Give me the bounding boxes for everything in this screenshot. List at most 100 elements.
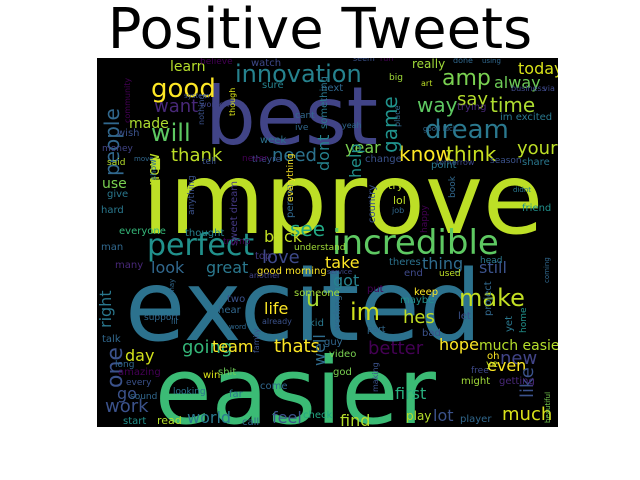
cloud-word-understand: understand	[294, 243, 346, 253]
cloud-word-excited: excited	[125, 250, 482, 364]
cloud-word-sweet-dream: sweet dream	[229, 181, 240, 246]
cloud-word-ive: ive	[295, 123, 309, 133]
cloud-word-new: new	[500, 348, 537, 369]
cloud-word-back: back	[264, 227, 303, 246]
cloud-word-trump: trump	[223, 237, 251, 247]
cloud-word-believe: believe	[200, 58, 233, 67]
cloud-word-next: next	[321, 83, 343, 94]
cloud-word-hes: hes	[403, 307, 435, 328]
cloud-word-dream: dream	[425, 115, 509, 145]
cloud-word-day: day	[125, 346, 154, 365]
cloud-word-word: word	[229, 323, 246, 331]
cloud-word-win: win	[203, 370, 220, 381]
cloud-word-like: like	[517, 367, 538, 398]
cloud-word-game: game	[378, 96, 402, 153]
cloud-word-guy: guy	[324, 337, 343, 348]
cloud-word-change: change	[365, 154, 402, 165]
cloud-word-u: u	[306, 287, 320, 312]
cloud-word-system: system	[184, 92, 209, 100]
cloud-word-ill: ill	[171, 317, 178, 326]
cloud-word-everyone: everyone	[119, 226, 166, 237]
cloud-word-lol: lol	[393, 194, 406, 207]
cloud-word-said: said	[107, 158, 125, 168]
cloud-word-done: done	[453, 58, 473, 65]
cloud-word-another: another	[249, 271, 281, 280]
cloud-word-go: go	[117, 384, 137, 403]
cloud-word-player: player	[460, 414, 492, 425]
cloud-word-life: life	[264, 299, 288, 318]
cloud-word-say: say	[457, 89, 488, 110]
cloud-word-dont: dont	[314, 135, 333, 171]
cloud-word-friend: friend	[522, 203, 551, 214]
cloud-word-hard: hard	[101, 205, 124, 216]
cloud-word-nothing: nothing	[197, 94, 206, 125]
cloud-word-look: look	[151, 258, 185, 277]
cloud-word-anything: anything	[187, 175, 197, 215]
cloud-word-people: people	[100, 108, 124, 176]
cloud-word-world: world	[187, 408, 231, 427]
cloud-word-tomorrow: tomorrow	[436, 158, 475, 167]
cloud-word-maybe: maybe	[400, 295, 434, 306]
cloud-word-try: try	[388, 179, 404, 192]
cloud-word-feel: feel	[272, 408, 302, 427]
cloud-word-easier: easier	[155, 338, 436, 427]
cloud-word-well: well	[310, 334, 329, 366]
cloud-word-thank: thank	[171, 145, 223, 166]
cloud-word-read: read	[157, 414, 182, 427]
cloud-word-talk: talk	[102, 334, 121, 345]
cloud-word-project: project	[483, 281, 494, 316]
cloud-word-play: play	[406, 409, 431, 423]
cloud-word-every: every	[126, 378, 152, 388]
cloud-word-someone: someone	[294, 288, 340, 299]
cloud-word-going: going	[182, 337, 232, 358]
cloud-word-art: art	[421, 79, 432, 88]
chart-title: Positive Tweets	[107, 0, 533, 62]
cloud-word-everything: everything	[286, 153, 296, 202]
cloud-word-call: call	[242, 417, 259, 427]
cloud-word-far: far	[229, 389, 244, 400]
cloud-word-looking: looking	[173, 387, 206, 397]
cloud-word-hear: hear	[218, 305, 242, 316]
cloud-word-year: year	[345, 138, 381, 157]
cloud-word-love: love	[262, 247, 300, 268]
cloud-word-thought: thought	[185, 228, 224, 239]
cloud-word-getting: getting	[499, 376, 535, 387]
cloud-word-happy: happy	[420, 204, 430, 233]
cloud-word-job: job	[391, 206, 404, 215]
cloud-word-already: already	[262, 317, 292, 326]
cloud-word-yet: yet	[504, 316, 515, 332]
cloud-word-end: end	[404, 268, 423, 279]
cloud-word-season: season	[490, 156, 522, 166]
cloud-word-working: working	[333, 295, 343, 331]
cloud-word-man: man	[101, 242, 123, 253]
cloud-word-incredible: incredible	[332, 223, 499, 263]
cloud-word-big: big	[389, 73, 403, 83]
cloud-word-put: put	[367, 284, 384, 295]
cloud-word-better: better	[368, 338, 424, 359]
cloud-word-im: im	[350, 298, 380, 326]
cloud-word-theres: theres	[389, 257, 421, 268]
cloud-word-one: one	[103, 347, 128, 388]
cloud-word-even: even	[487, 356, 526, 375]
cloud-word-though: though	[228, 88, 237, 116]
cloud-word-now: now	[144, 153, 163, 186]
cloud-word-may: may	[168, 279, 176, 294]
cloud-word-cant: cant	[295, 111, 315, 121]
cloud-word-place: place	[393, 105, 402, 127]
cloud-word-yeah: yeah	[342, 121, 362, 130]
cloud-word-first: first	[395, 384, 426, 403]
cloud-word-god: god	[333, 367, 352, 378]
cloud-word-tell: tell	[202, 157, 216, 167]
cloud-word-take: take	[325, 253, 360, 272]
cloud-word-free: free	[471, 366, 489, 376]
cloud-word-youre: youre	[517, 138, 558, 159]
cloud-word-way: way	[417, 93, 458, 117]
cloud-word-ye: ye	[486, 359, 498, 370]
cloud-word-shit: shit	[218, 367, 236, 378]
cloud-word-family: family	[252, 328, 261, 353]
cloud-word-wish: wish	[117, 128, 140, 139]
cloud-word-keep: keep	[414, 287, 438, 298]
cloud-word-learn: learn	[170, 59, 205, 75]
cloud-word-good-morning: good morning	[257, 266, 327, 277]
